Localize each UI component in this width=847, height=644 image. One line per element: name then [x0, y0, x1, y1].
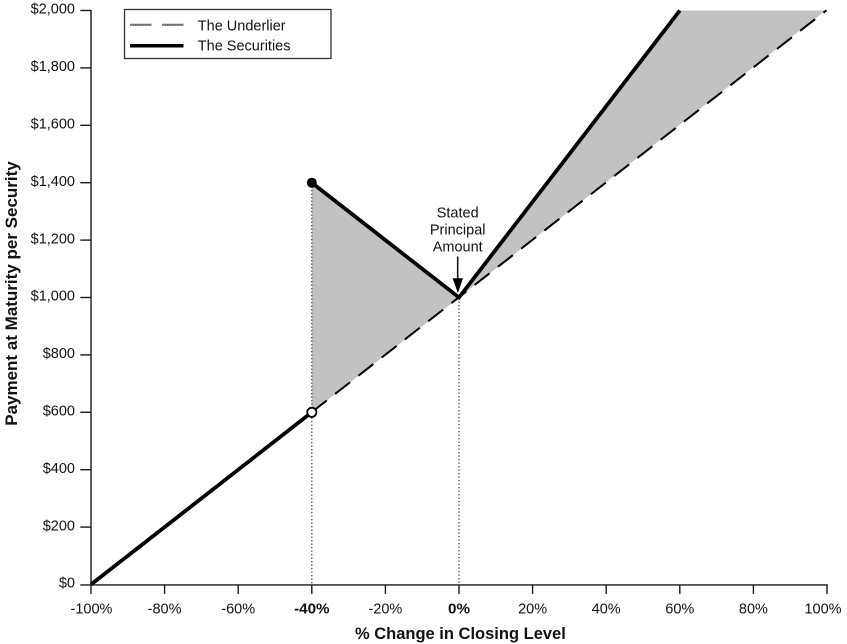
svg-text:Amount: Amount [433, 239, 483, 255]
svg-text:$0: $0 [59, 576, 75, 592]
svg-text:0%: 0% [448, 601, 470, 618]
svg-text:-80%: -80% [148, 602, 182, 618]
svg-text:60%: 60% [665, 602, 694, 618]
svg-text:40%: 40% [592, 602, 621, 618]
svg-text:80%: 80% [739, 602, 768, 618]
svg-text:100%: 100% [804, 602, 841, 618]
svg-text:$1,000: $1,000 [31, 289, 75, 305]
svg-text:$2,000: $2,000 [31, 2, 75, 18]
svg-text:-40%: -40% [294, 601, 330, 618]
svg-text:$400: $400 [43, 461, 75, 477]
svg-text:Principal: Principal [430, 223, 486, 239]
svg-text:$600: $600 [43, 404, 75, 420]
svg-text:$800: $800 [43, 346, 75, 362]
svg-text:-100%: -100% [71, 602, 113, 618]
svg-text:-20%: -20% [368, 602, 402, 618]
svg-text:Payment at Maturity per Securi: Payment at Maturity per Security [2, 161, 21, 426]
svg-text:$200: $200 [43, 518, 75, 534]
svg-text:Stated: Stated [437, 205, 479, 221]
svg-text:$1,400: $1,400 [31, 174, 75, 190]
svg-text:The Securities: The Securities [198, 38, 291, 54]
svg-text:$1,800: $1,800 [31, 59, 75, 75]
svg-text:$1,200: $1,200 [31, 231, 75, 247]
svg-text:20%: 20% [518, 602, 547, 618]
svg-text:$1,600: $1,600 [31, 117, 75, 133]
svg-text:-60%: -60% [221, 602, 255, 618]
svg-text:The Underlier: The Underlier [198, 18, 286, 34]
svg-text:% Change in Closing Level: % Change in Closing Level [355, 625, 566, 643]
